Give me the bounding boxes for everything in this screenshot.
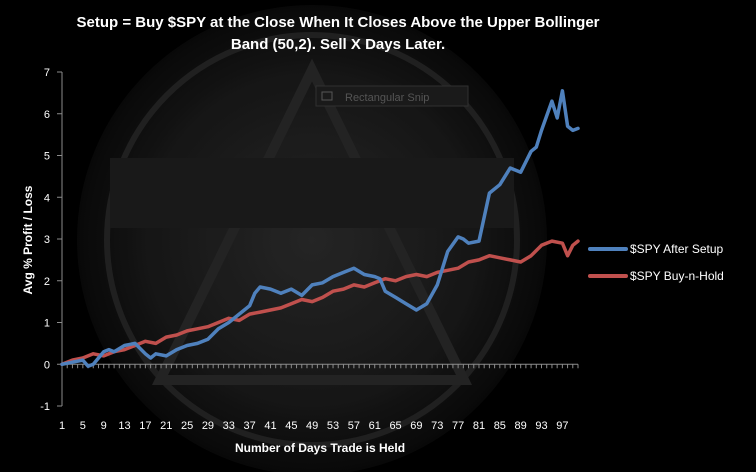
x-tick-label: 1 — [59, 420, 65, 432]
x-tick-label: 61 — [369, 420, 381, 432]
x-tick-label: 53 — [327, 420, 339, 432]
x-tick-label: 69 — [410, 420, 422, 432]
x-tick-label: 13 — [118, 420, 130, 432]
snip-watermark-text: Rectangular Snip — [345, 92, 429, 104]
y-tick-label: -1 — [40, 401, 50, 413]
x-tick-label: 29 — [202, 420, 214, 432]
x-tick-label: 93 — [535, 420, 547, 432]
y-tick-label: 4 — [44, 192, 50, 204]
y-tick-label: 1 — [44, 318, 50, 330]
x-tick-label: 25 — [181, 420, 193, 432]
x-tick-label: 5 — [80, 420, 86, 432]
x-tick-label: 97 — [556, 420, 568, 432]
x-tick-label: 17 — [139, 420, 151, 432]
x-axis-title: Number of Days Trade is Held — [235, 441, 405, 455]
chart-title-line-2: Band (50,2). Sell X Days Later. — [231, 36, 445, 53]
y-tick-label: 5 — [44, 151, 50, 163]
chart-title-line-1: Setup = Buy $SPY at the Close When It Cl… — [76, 14, 599, 31]
y-axis-title: Avg % Profit / Loss — [21, 185, 35, 294]
background-seal-watermark — [77, 5, 547, 472]
legend: $SPY After Setup $SPY Buy-n-Hold — [588, 242, 724, 283]
x-tick-label: 21 — [160, 420, 172, 432]
x-tick-label: 49 — [306, 420, 318, 432]
x-tick-label: 73 — [431, 420, 443, 432]
y-tick-label: 7 — [44, 67, 50, 79]
x-tick-label: 57 — [348, 420, 360, 432]
x-tick-label: 41 — [264, 420, 276, 432]
snip-watermark: Rectangular Snip — [315, 85, 469, 107]
y-tick-label: 0 — [44, 359, 50, 371]
x-tick-label: 65 — [389, 420, 401, 432]
legend-label: $SPY After Setup — [630, 242, 724, 256]
series-group — [60, 89, 580, 369]
x-tick-label: 81 — [473, 420, 485, 432]
x-tick-label: 33 — [223, 420, 235, 432]
x-tick-label: 37 — [244, 420, 256, 432]
x-tick-label: 45 — [285, 420, 297, 432]
x-tick-label: 77 — [452, 420, 464, 432]
x-tick-label: 9 — [101, 420, 107, 432]
y-tick-label: 6 — [44, 109, 50, 121]
series-line-spy-buy-n-hold — [60, 239, 580, 367]
series-line-spy-after-setup — [60, 89, 580, 369]
y-tick-label: 3 — [44, 234, 50, 246]
y-tick-label: 2 — [44, 276, 50, 288]
x-tick-label: 89 — [515, 420, 527, 432]
x-tick-label: 85 — [494, 420, 506, 432]
legend-label: $SPY Buy-n-Hold — [630, 269, 724, 283]
